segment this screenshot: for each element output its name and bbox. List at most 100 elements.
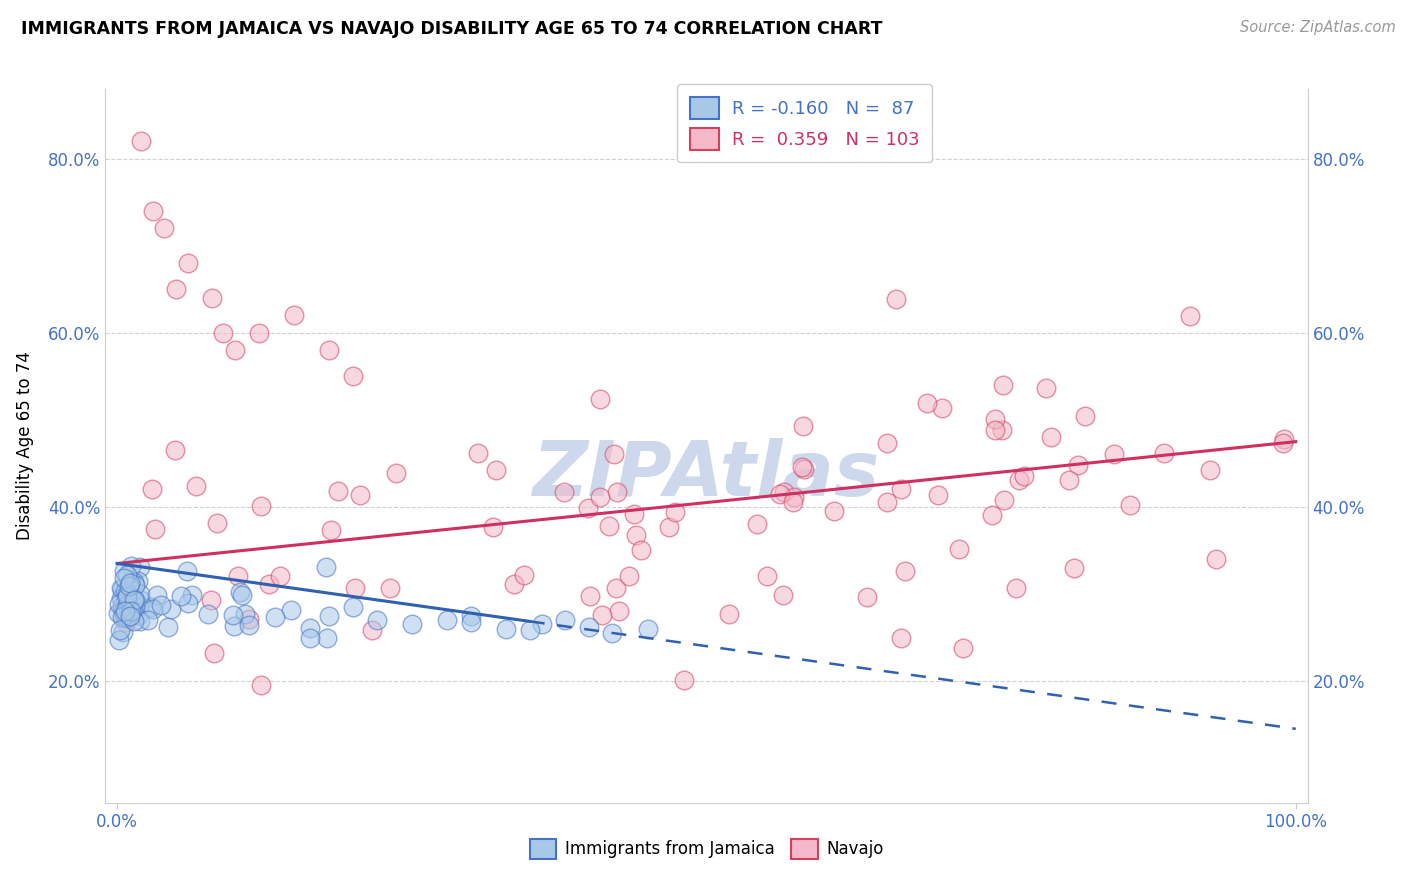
Point bbox=[224, 343, 246, 358]
Point bbox=[249, 500, 271, 514]
Point bbox=[1005, 581, 1028, 595]
Point bbox=[250, 678, 273, 692]
Point bbox=[114, 593, 136, 607]
Point bbox=[128, 559, 150, 574]
Point bbox=[120, 558, 142, 573]
Point bbox=[790, 460, 813, 475]
Point bbox=[159, 602, 181, 616]
Point bbox=[122, 592, 145, 607]
Point bbox=[117, 608, 139, 623]
Point bbox=[467, 445, 489, 459]
Point bbox=[247, 326, 270, 340]
Point bbox=[118, 608, 141, 623]
Point bbox=[1008, 473, 1031, 487]
Point bbox=[1272, 432, 1295, 446]
Point bbox=[1066, 458, 1088, 472]
Point bbox=[991, 423, 1014, 437]
Point bbox=[993, 492, 1015, 507]
Point bbox=[952, 641, 974, 656]
Point bbox=[981, 508, 1004, 522]
Point bbox=[264, 610, 287, 624]
Point bbox=[283, 309, 305, 323]
Point bbox=[600, 626, 623, 640]
Point bbox=[128, 586, 150, 600]
Point bbox=[176, 564, 198, 578]
Point bbox=[673, 673, 696, 688]
Point bbox=[112, 625, 135, 640]
Point bbox=[129, 135, 152, 149]
Point bbox=[1059, 473, 1081, 487]
Point bbox=[991, 378, 1014, 392]
Point bbox=[184, 479, 207, 493]
Point bbox=[207, 516, 229, 531]
Point bbox=[624, 528, 647, 542]
Point bbox=[773, 485, 796, 500]
Point bbox=[115, 568, 138, 582]
Point bbox=[782, 495, 804, 509]
Point bbox=[793, 461, 815, 475]
Point bbox=[623, 507, 645, 521]
Point bbox=[485, 463, 508, 477]
Text: IMMIGRANTS FROM JAMAICA VS NAVAJO DISABILITY AGE 65 TO 74 CORRELATION CHART: IMMIGRANTS FROM JAMAICA VS NAVAJO DISABI… bbox=[21, 20, 883, 37]
Point bbox=[617, 569, 640, 583]
Point bbox=[436, 613, 458, 627]
Point bbox=[792, 418, 814, 433]
Point bbox=[630, 543, 652, 558]
Point bbox=[127, 574, 149, 588]
Point bbox=[110, 591, 132, 605]
Point bbox=[984, 423, 1007, 437]
Point bbox=[228, 585, 250, 599]
Point bbox=[588, 392, 610, 407]
Point bbox=[315, 560, 337, 574]
Point bbox=[343, 582, 366, 596]
Point bbox=[576, 501, 599, 516]
Point bbox=[342, 599, 364, 614]
Point bbox=[321, 524, 343, 538]
Point bbox=[886, 293, 908, 307]
Point bbox=[124, 578, 146, 592]
Point bbox=[598, 518, 620, 533]
Point bbox=[112, 608, 135, 623]
Point bbox=[153, 221, 176, 235]
Point bbox=[222, 608, 245, 623]
Point bbox=[114, 604, 136, 618]
Point bbox=[120, 604, 142, 618]
Point bbox=[181, 588, 204, 602]
Point bbox=[578, 620, 600, 634]
Point bbox=[129, 615, 152, 629]
Point bbox=[142, 602, 165, 616]
Point bbox=[122, 614, 145, 628]
Point bbox=[1178, 310, 1201, 324]
Point bbox=[111, 582, 134, 597]
Point bbox=[658, 520, 681, 534]
Point bbox=[1153, 446, 1175, 460]
Point bbox=[366, 613, 388, 627]
Point bbox=[1012, 468, 1035, 483]
Point bbox=[280, 603, 302, 617]
Point bbox=[326, 484, 349, 499]
Point bbox=[603, 447, 626, 461]
Point bbox=[783, 490, 806, 504]
Point bbox=[212, 326, 235, 340]
Point bbox=[165, 442, 187, 457]
Point bbox=[117, 599, 139, 613]
Point bbox=[503, 577, 526, 591]
Point bbox=[513, 567, 536, 582]
Text: ZIPAtlas: ZIPAtlas bbox=[533, 438, 880, 511]
Point bbox=[349, 488, 371, 502]
Point bbox=[745, 517, 768, 532]
Point bbox=[233, 607, 256, 621]
Point bbox=[890, 482, 912, 496]
Point bbox=[772, 589, 794, 603]
Point bbox=[202, 647, 225, 661]
Point bbox=[378, 581, 401, 595]
Point bbox=[118, 580, 141, 594]
Point bbox=[637, 622, 659, 636]
Point bbox=[554, 613, 576, 627]
Point bbox=[177, 256, 200, 270]
Point bbox=[142, 204, 165, 219]
Point bbox=[112, 564, 135, 578]
Point bbox=[115, 588, 138, 602]
Point bbox=[342, 369, 364, 384]
Point bbox=[1063, 561, 1085, 575]
